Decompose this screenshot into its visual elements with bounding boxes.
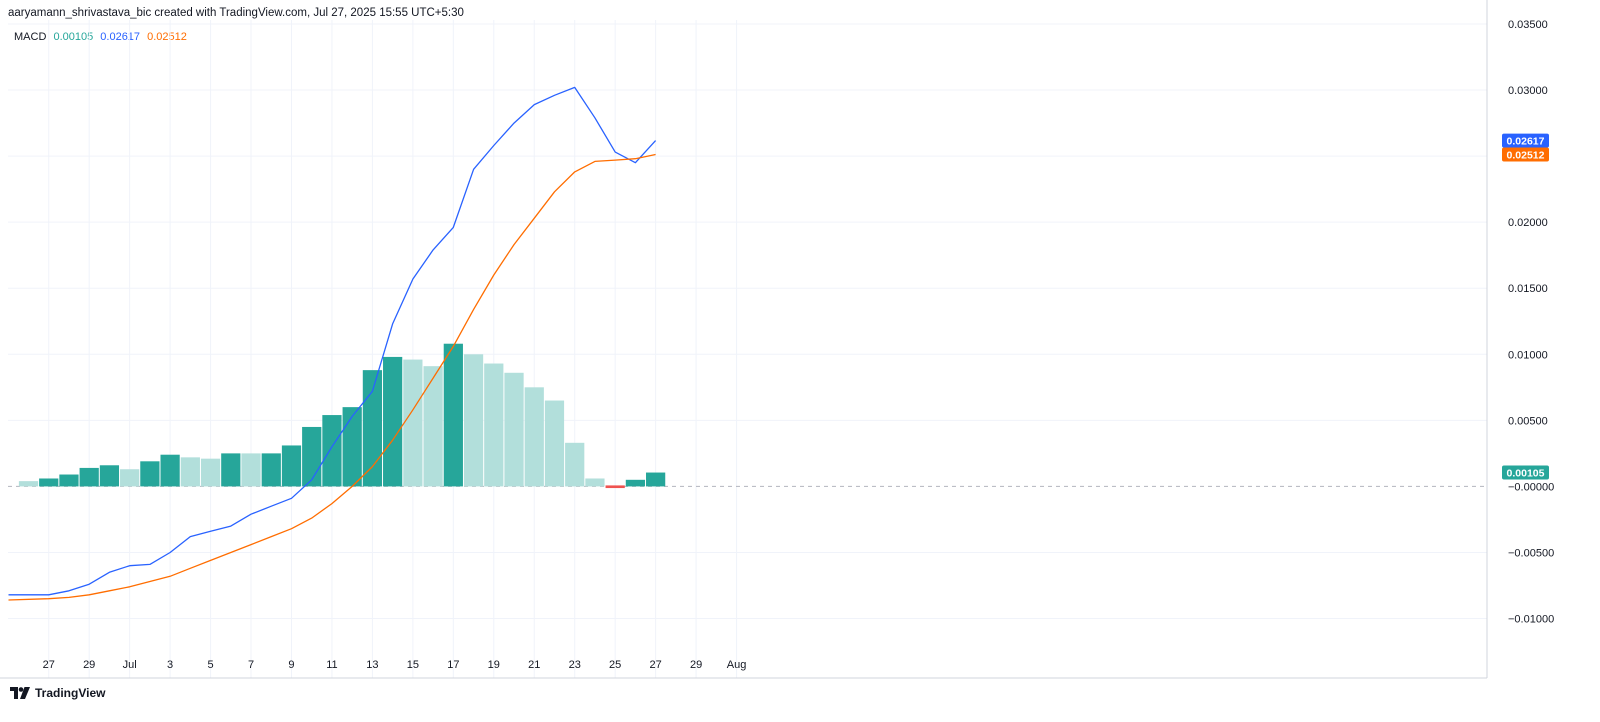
histogram-bar [39,478,59,487]
grid-lines [8,20,1487,678]
price-badge-label: 0.00105 [1507,468,1545,480]
histogram-bar [18,481,39,487]
histogram-bar [524,387,544,487]
histogram-bar [383,356,403,487]
macd-line [8,86,657,596]
histogram-bar [544,400,565,487]
histogram-bar [443,343,463,487]
y-tick-label: 0.01000 [1508,349,1548,361]
histogram-bar [59,474,79,487]
legend-signal-value: 0.02512 [147,31,187,43]
histogram-bar [221,453,241,487]
x-tick-label: 21 [528,659,540,671]
histogram-bar [180,457,200,487]
histogram-bar [463,354,484,487]
x-tick-label: 25 [609,659,621,671]
price-badge-label: 0.02512 [1507,150,1545,162]
y-tick-label: 0.01500 [1508,283,1548,295]
histogram-bar [281,445,302,487]
legend-histogram-value: 0.00105 [53,31,94,43]
histogram-bar [99,465,120,487]
price-badge-label: 0.02617 [1507,136,1545,148]
price-badge: 0.00105 [1502,465,1549,480]
histogram-bar [261,453,281,487]
y-tick-label: −0.00000 [1508,481,1554,493]
x-tick-label: 15 [407,659,419,671]
histogram-bar [605,485,625,489]
histogram-bar [302,426,322,487]
x-tick-label: 17 [447,659,459,671]
x-tick-label: 27 [43,659,55,671]
price-badge: 0.02617 [1502,133,1549,148]
y-tick-label: 0.03500 [1508,19,1548,31]
x-tick-label: 11 [326,659,337,671]
price-badge-bg [1502,133,1549,148]
series-lines [8,86,657,601]
histogram-bar [423,366,443,487]
histogram-bar [200,458,221,487]
x-tick-label: 13 [366,659,378,671]
x-tick-label: 27 [650,659,662,671]
price-badge-bg [1502,147,1549,162]
histogram-bar [120,469,140,487]
tradingview-logo-icon [10,687,30,699]
y-tick-label: 0.00500 [1508,415,1548,427]
x-tick-label: 7 [248,659,254,671]
price-badge-bg [1502,465,1549,480]
y-tick-label: −0.01000 [1508,614,1554,626]
histogram-bar [504,372,524,487]
histogram-bars [18,343,666,489]
x-tick-label: Jul [123,659,137,671]
x-tick-label: 23 [569,659,581,671]
y-tick-label: −0.00500 [1508,547,1554,559]
price-badge: 0.02512 [1502,147,1549,162]
tradingview-brand: TradingView [35,686,106,700]
x-tick-label: 5 [208,659,214,671]
signal-line [8,153,656,601]
x-tick-label: 9 [288,659,294,671]
histogram-bar [362,370,383,487]
x-tick-label: 29 [83,659,95,671]
histogram-bar [241,453,261,487]
histogram-bar [322,415,342,487]
legend-indicator-name: MACD [14,31,47,43]
histogram-bar [585,478,605,487]
x-tick-label: 3 [167,659,173,671]
histogram-bar [565,442,585,487]
x-tick-label: 29 [690,659,702,671]
histogram-bar [160,454,180,487]
chart-attribution: aaryamann_shrivastava_bic created with T… [8,7,464,19]
histogram-bar [79,467,99,487]
x-tick-label: Aug [727,659,747,671]
axes: 0.035000.030000.025000.020000.015000.010… [0,0,1554,679]
histogram-bar [646,472,666,487]
y-tick-label: 0.02000 [1508,217,1548,229]
histogram-bar [403,359,423,487]
tradingview-logo[interactable]: TradingView [10,686,105,700]
x-tick-label: 19 [488,659,500,671]
histogram-bar [342,407,362,487]
y-tick-label: 0.03000 [1508,85,1548,97]
histogram-bar [140,461,160,487]
histogram-bar [625,479,646,487]
histogram-bar [484,363,504,487]
